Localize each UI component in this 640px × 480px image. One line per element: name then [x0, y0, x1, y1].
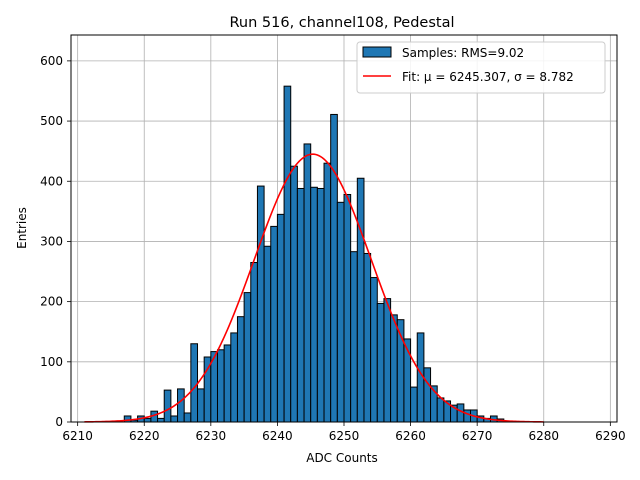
histogram-bar — [423, 367, 432, 423]
x-tick-label: 6250 — [329, 429, 360, 443]
histogram-bar — [256, 185, 265, 423]
histogram-bar — [310, 186, 318, 423]
histogram-bar — [303, 143, 312, 423]
histogram-bar — [283, 85, 292, 423]
histogram-bar — [290, 165, 298, 423]
histogram-bars — [123, 85, 505, 423]
x-tick-label: 6240 — [262, 429, 293, 443]
y-tick-label: 500 — [40, 114, 63, 128]
histogram-bar — [236, 316, 245, 423]
x-tick-label: 6290 — [595, 429, 626, 443]
y-tick-label: 600 — [40, 54, 63, 68]
histogram-bar — [216, 349, 225, 423]
y-tick-label: 200 — [40, 295, 63, 309]
histogram-bar — [243, 292, 252, 423]
histogram-bar — [336, 201, 345, 423]
histogram-bar — [250, 262, 258, 423]
x-tick-label: 6270 — [462, 429, 493, 443]
legend: Samples: RMS=9.02 Fit: μ = 6245.307, σ =… — [356, 41, 606, 94]
histogram-bar — [436, 397, 445, 423]
histogram-bar — [343, 193, 352, 423]
histogram-bar — [190, 343, 199, 423]
legend-swatch-samples — [362, 46, 392, 58]
y-tick-label: 300 — [40, 234, 63, 248]
histogram-bar — [296, 187, 305, 423]
histogram-bar — [197, 388, 205, 423]
histogram-bar — [270, 225, 278, 423]
y-axis-label: Entries — [15, 207, 29, 249]
legend-label-samples: Samples: RMS=9.02 — [402, 46, 524, 60]
histogram-bar — [143, 417, 152, 423]
y-tick-label: 100 — [40, 355, 63, 369]
histogram-bar — [163, 389, 172, 423]
histogram-bar — [363, 252, 372, 423]
histogram-bar — [316, 187, 325, 423]
x-axis-ticks: 6210 6220 6230 6240 6250 6260 6270 6280 6290 — [62, 422, 626, 443]
chart-title: Run 516, channel108, Pedestal — [229, 15, 454, 31]
histogram-bar — [203, 356, 212, 423]
histogram-bar — [177, 388, 185, 423]
histogram-bar — [383, 298, 392, 423]
histogram-bar — [157, 417, 165, 423]
histogram-bar — [223, 344, 232, 423]
histogram-bar — [456, 403, 465, 423]
histogram-bar — [183, 412, 192, 423]
histogram-bar — [350, 251, 358, 423]
x-tick-label: 6220 — [129, 429, 160, 443]
histogram-bar — [263, 245, 272, 423]
histogram-bar — [410, 386, 418, 423]
histogram-bar — [323, 162, 332, 423]
x-tick-label: 6280 — [528, 429, 559, 443]
histogram-bar — [276, 213, 285, 423]
y-tick-label: 400 — [40, 174, 63, 188]
legend-label-fit: Fit: μ = 6245.307, σ = 8.782 — [402, 70, 574, 84]
histogram-bar — [356, 177, 365, 423]
x-tick-label: 6230 — [196, 429, 227, 443]
x-axis-label: ADC Counts — [306, 451, 378, 465]
y-axis-ticks: 0 100 200 300 400 500 600 — [40, 54, 71, 429]
x-tick-label: 6260 — [395, 429, 426, 443]
x-tick-label: 6210 — [62, 429, 93, 443]
y-tick-label: 0 — [55, 415, 63, 429]
histogram-bar — [230, 332, 238, 423]
histogram-bar — [370, 277, 378, 423]
histogram-bar — [403, 338, 412, 423]
histogram-bar — [376, 302, 385, 423]
histogram-bar — [390, 314, 398, 423]
histogram-bar — [170, 415, 179, 423]
legend-box — [356, 41, 606, 94]
fit-curve — [84, 153, 544, 423]
histogram-bar — [463, 409, 472, 423]
histogram-bar — [330, 113, 338, 423]
